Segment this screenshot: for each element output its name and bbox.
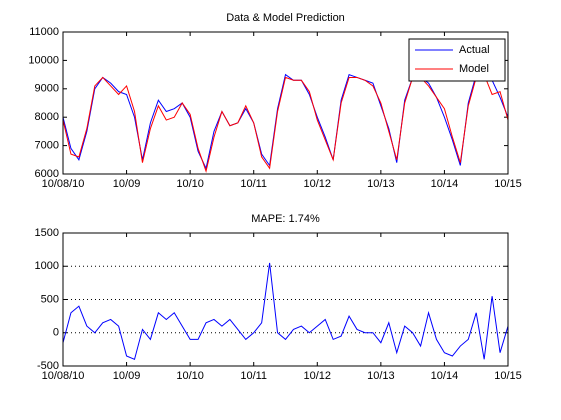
y-tick-label: 6000 (35, 168, 59, 180)
x-tick-label: 10/10 (176, 178, 204, 190)
y-tick-label: 10000 (28, 54, 59, 66)
y-tick-label: 9000 (35, 83, 59, 95)
plot-area (63, 233, 508, 366)
x-tick-label: 10/11 (240, 178, 267, 190)
x-tick-label: 10/13 (367, 178, 395, 190)
x-tick-label: 10/12 (304, 178, 332, 190)
x-tick-label: 10/15 (494, 370, 522, 382)
x-tick-label: 10/08/10 (42, 370, 85, 382)
legend-label: Model (459, 63, 489, 75)
data-line (63, 262, 508, 361)
y-tick-label: -500 (37, 360, 59, 372)
x-tick-label: 10/10 (176, 370, 204, 382)
data-line (63, 73, 508, 173)
x-tick-label: 10/15 (494, 178, 522, 190)
x-tick-label: 10/12 (304, 370, 332, 382)
y-tick-label: 1000 (35, 260, 59, 272)
y-tick-label: 8000 (35, 111, 59, 123)
x-tick-label: 10/14 (431, 370, 459, 382)
y-tick-label: 0 (53, 327, 59, 339)
y-tick-label: 1500 (35, 227, 59, 239)
y-tick-label: 500 (41, 293, 59, 305)
legend-label: Actual (459, 44, 490, 56)
x-tick-label: 10/13 (367, 370, 395, 382)
x-tick-label: 10/11 (240, 370, 267, 382)
axes-box (62, 31, 509, 175)
chart-title: MAPE: 1.74% (251, 213, 320, 225)
x-tick-label: 10/08/10 (42, 178, 85, 190)
x-tick-label: 10/14 (431, 178, 459, 190)
y-tick-label: 7000 (35, 140, 59, 152)
chart-title: Data & Model Prediction (226, 12, 345, 24)
legend-box (408, 38, 506, 82)
x-tick-label: 10/09 (113, 370, 141, 382)
x-tick-label: 10/09 (113, 178, 141, 190)
axes-box (62, 232, 509, 367)
y-tick-label: 11000 (29, 26, 59, 38)
